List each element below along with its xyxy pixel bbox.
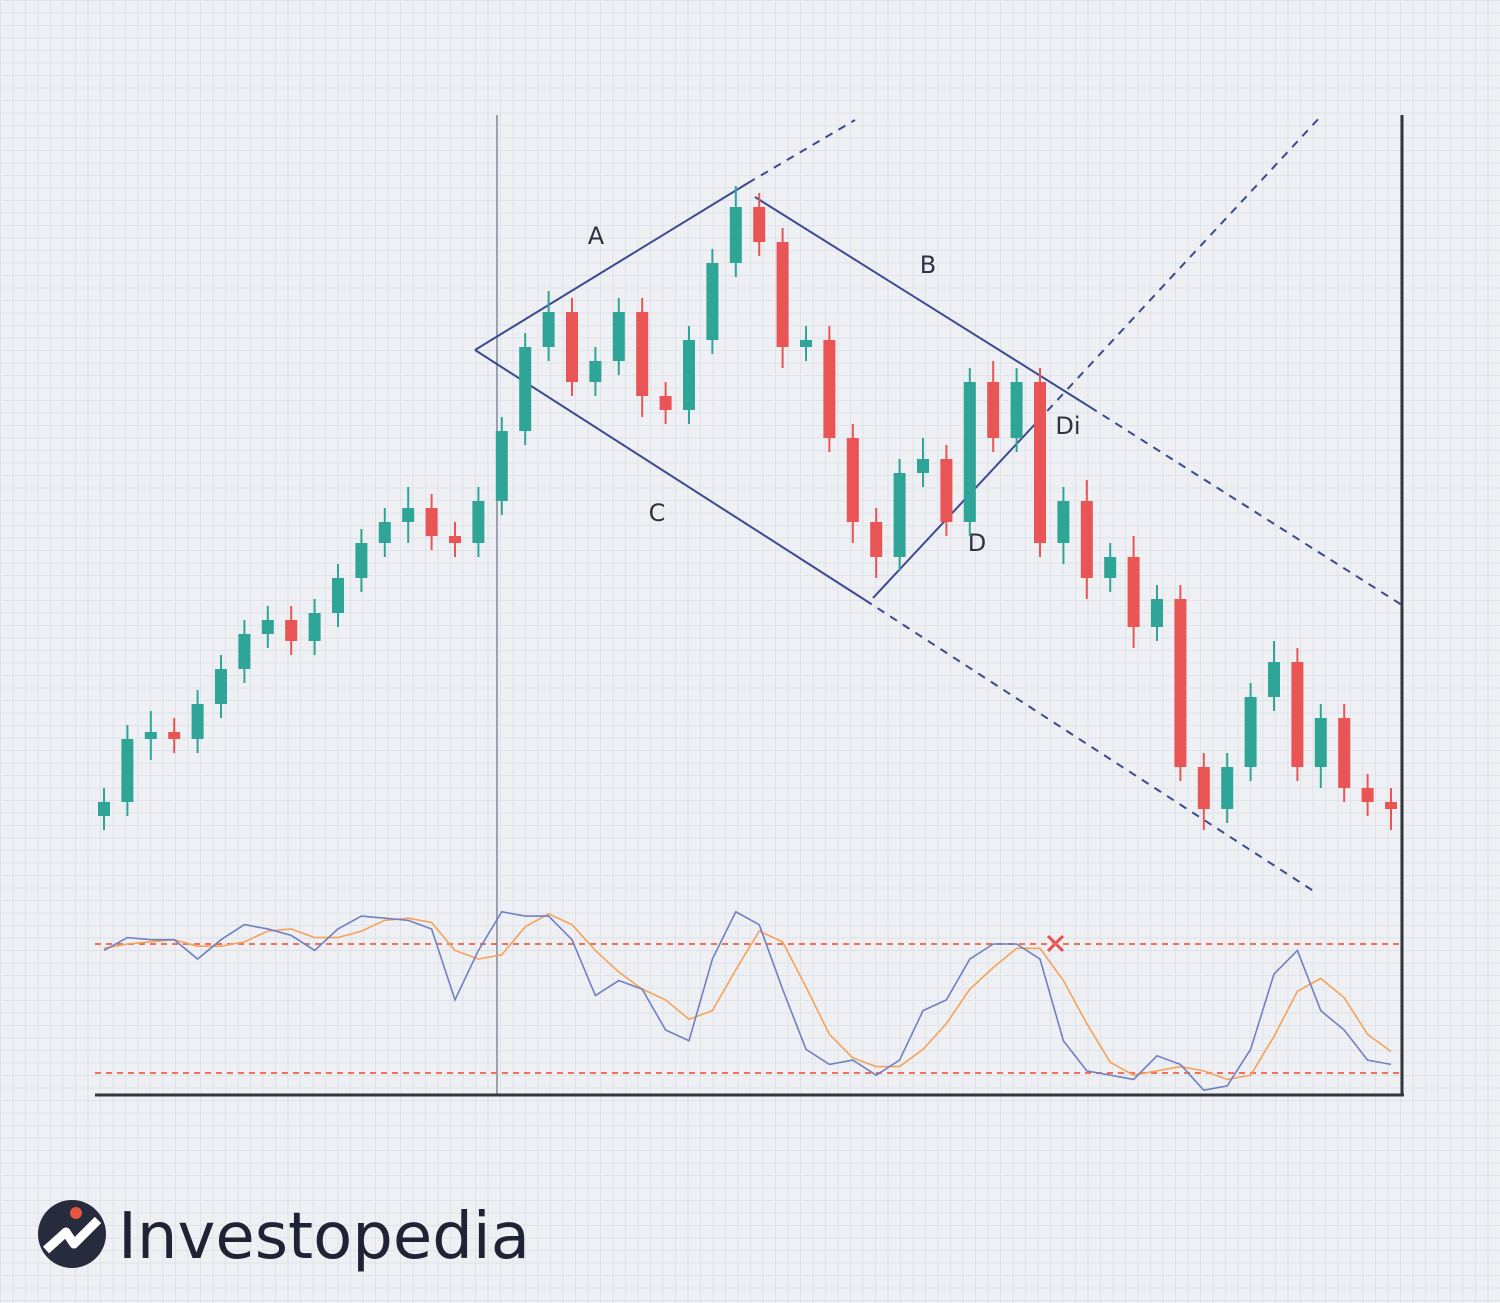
oscillator-line xyxy=(103,913,1392,1081)
candle-body xyxy=(1174,599,1187,767)
candle-body xyxy=(168,732,181,739)
candle-body xyxy=(472,501,485,543)
candle-body xyxy=(870,522,883,557)
candle-body xyxy=(987,382,1000,438)
candle-body xyxy=(706,263,719,340)
annotation: C xyxy=(649,499,666,527)
candle-body xyxy=(612,312,625,361)
annotation: Di xyxy=(1055,412,1080,440)
candle-body xyxy=(800,340,812,347)
candle-body xyxy=(1010,382,1023,438)
candle-body xyxy=(566,312,578,382)
logo-dot xyxy=(70,1207,82,1219)
candle-body xyxy=(144,732,157,739)
candle-body xyxy=(425,508,438,536)
candle-body xyxy=(1314,718,1327,767)
candle-body xyxy=(98,802,110,816)
candle-body xyxy=(285,620,298,641)
candle-body xyxy=(519,347,532,431)
trend-line xyxy=(474,349,866,601)
brand-name: Investopedia xyxy=(118,1200,530,1274)
candle-body xyxy=(589,361,602,382)
candle-body xyxy=(355,543,368,578)
candle-body xyxy=(823,340,836,438)
trend-line xyxy=(474,182,749,351)
candle-body xyxy=(1338,718,1351,788)
candle-body xyxy=(191,704,204,739)
candle-body xyxy=(1197,767,1210,809)
logo: Investopedia xyxy=(38,1200,530,1274)
annotation: D xyxy=(968,529,986,557)
candle-body xyxy=(1127,557,1140,627)
candle-body xyxy=(846,438,859,522)
trend-extension xyxy=(1089,406,1406,608)
candle-body xyxy=(238,634,251,669)
candle-body xyxy=(121,739,134,802)
candle-body xyxy=(261,620,274,634)
candle-body xyxy=(1104,557,1117,578)
candle-body xyxy=(1244,697,1257,767)
oscillator-line xyxy=(103,910,1392,1092)
candle-body xyxy=(1221,767,1234,809)
candle-body xyxy=(893,473,906,557)
trend-line xyxy=(754,196,1091,408)
candle-body xyxy=(308,613,321,641)
candle-body xyxy=(1268,662,1280,697)
candle-body xyxy=(940,459,953,522)
candle-body xyxy=(1361,788,1374,802)
annotation: B xyxy=(920,251,936,279)
candle-body xyxy=(495,431,508,501)
annotation: A xyxy=(588,222,605,250)
trend-extension xyxy=(1036,114,1323,423)
trend-extension xyxy=(747,119,856,184)
trend-lines xyxy=(474,114,1406,893)
candle-body xyxy=(683,340,695,410)
candle-body xyxy=(215,669,227,704)
candle-body xyxy=(402,508,415,522)
candle-body xyxy=(1385,802,1397,809)
candle-body xyxy=(917,459,929,473)
candle-body xyxy=(542,312,555,347)
candle-body xyxy=(963,382,976,522)
candle-body xyxy=(1034,382,1046,543)
candle-body xyxy=(659,396,672,410)
candle-body xyxy=(729,207,742,263)
candle-body xyxy=(449,536,461,543)
candle-body xyxy=(1080,501,1093,578)
candle-body xyxy=(1151,599,1163,627)
candle-body xyxy=(1057,501,1070,543)
candle-body xyxy=(636,312,649,396)
candle-body xyxy=(753,207,766,242)
candle-body xyxy=(776,242,789,347)
candle-body xyxy=(332,578,344,613)
candle-body xyxy=(1291,662,1304,767)
candle-body xyxy=(378,522,391,543)
logo-stroke xyxy=(42,1216,102,1254)
